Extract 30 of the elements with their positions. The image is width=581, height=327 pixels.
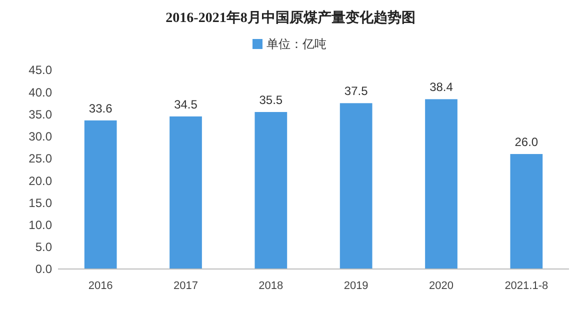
x-tick-label: 2021.1-8 — [504, 280, 548, 292]
bar — [254, 112, 288, 269]
y-tick-label: 20.0 — [28, 174, 52, 188]
legend-label: 单位：亿吨 — [266, 37, 326, 51]
y-tick-label: 30.0 — [28, 130, 52, 144]
y-tick-label: 35.0 — [28, 107, 52, 122]
y-tick-label: 5.0 — [35, 240, 52, 254]
y-tick-label: 25.0 — [28, 152, 52, 166]
y-tick-label: 10.0 — [28, 218, 52, 232]
x-tick-label: 2019 — [344, 280, 368, 292]
data-label: 33.6 — [88, 101, 113, 116]
bar — [425, 99, 458, 269]
y-tick-label: 0.0 — [35, 262, 52, 276]
bar — [340, 103, 372, 269]
y-tick-label: 45.0 — [28, 63, 52, 78]
chart-title: 2016-2021年8月中国原煤产量变化趋势图 — [166, 9, 416, 26]
data-label: 37.5 — [344, 84, 368, 98]
data-label: 38.4 — [430, 80, 454, 94]
x-tick-label: 2016 — [88, 280, 113, 292]
x-tick-label: 2020 — [429, 280, 454, 292]
data-label: 35.5 — [259, 93, 283, 108]
y-tick-label: 40.0 — [28, 85, 52, 100]
bar — [170, 116, 202, 269]
data-label: 34.5 — [174, 97, 198, 112]
data-label: 26.0 — [514, 135, 538, 150]
x-tick-label: 2017 — [174, 280, 198, 292]
x-tick-label: 2018 — [258, 280, 284, 292]
y-tick-label: 15.0 — [28, 196, 52, 210]
bar — [510, 154, 543, 269]
bar — [84, 120, 117, 269]
